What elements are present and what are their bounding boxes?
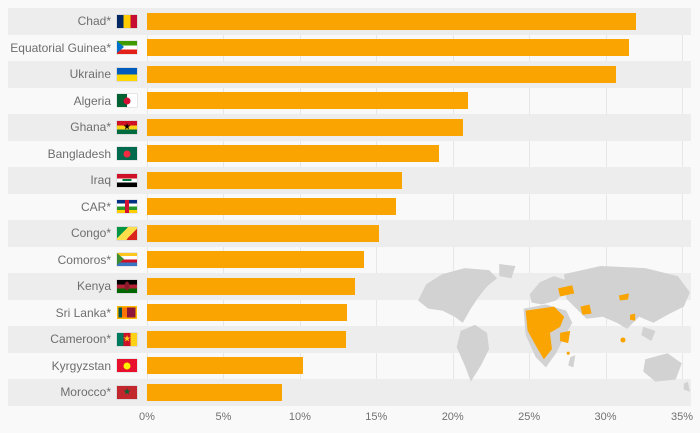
bar-track: [147, 273, 682, 300]
bar-track: [147, 353, 682, 380]
category-label: Kyrgyzstan: [51, 358, 111, 373]
bar-track: [147, 247, 682, 274]
bar-track: [147, 167, 682, 194]
bar-row: Kyrgyzstan: [8, 353, 691, 380]
circle-emblem: [123, 362, 131, 370]
category-label: Chad*: [77, 14, 111, 29]
bar: [147, 224, 380, 242]
bar: [147, 251, 365, 269]
bar-row: Sri Lanka*: [8, 300, 691, 327]
circle-emblem: [123, 97, 131, 105]
bar-row: Comoros*: [8, 247, 691, 274]
category-label: Iraq: [90, 173, 111, 188]
circle-emblem: [123, 150, 131, 158]
bar-row: CAR*: [8, 194, 691, 221]
bar-track: [147, 8, 682, 35]
category-label: Ghana*: [70, 120, 111, 135]
category-label: Comoros*: [57, 252, 111, 267]
category-label: Algeria: [73, 93, 111, 108]
bar-row: Congo*: [8, 220, 691, 247]
bar-rows: Chad* Equatorial Guinea* Ukraine Algeria Gha…: [8, 8, 691, 406]
star-emblem: ★: [122, 121, 132, 132]
x-tick-label: 10%: [288, 411, 311, 423]
bar-track: [147, 194, 682, 221]
x-axis: 0% 5% 10% 15% 20% 25% 30% 35%: [139, 411, 693, 427]
x-tick-label: 0%: [139, 411, 155, 423]
bar-row: Kenya: [8, 273, 691, 300]
x-tick-label: 20%: [441, 411, 464, 423]
kenya-flag: [117, 279, 137, 293]
bar-row: Ghana* ★: [8, 114, 691, 141]
bar: [147, 118, 464, 136]
bar: [147, 277, 355, 295]
bar: [147, 198, 397, 216]
bar-track: [147, 379, 682, 406]
iraq-flag: [117, 173, 137, 187]
bar-track: [147, 220, 682, 247]
category-label: Cameroon*: [50, 332, 111, 347]
sri-lanka-flag: [117, 306, 137, 320]
x-tick-label: 35%: [670, 411, 694, 423]
kyrgyzstan-flag: [117, 359, 137, 373]
bar-row: Algeria: [8, 88, 691, 115]
bar: [147, 145, 439, 163]
bar: [147, 92, 468, 110]
bar-track: [147, 300, 682, 327]
dash-emblem: [122, 179, 132, 182]
category-label: CAR*: [80, 199, 111, 214]
triangle-emblem: [117, 253, 124, 266]
triangle-emblem: [117, 41, 124, 54]
ghana-flag: ★: [117, 120, 137, 134]
category-label: Ukraine: [69, 67, 111, 82]
x-tick-label: 30%: [594, 411, 617, 423]
cameroon-flag: ★: [117, 332, 137, 346]
bar-row: Iraq: [8, 167, 691, 194]
bar: [147, 304, 348, 322]
comoros-flag: [117, 253, 137, 267]
vbar-emblem: [125, 200, 129, 214]
bar-row: Cameroon* ★: [8, 326, 691, 353]
congo-flag: [117, 226, 137, 240]
category-label: Congo*: [70, 226, 111, 241]
bar-track: [147, 88, 682, 115]
bar-row: Ukraine: [8, 61, 691, 88]
bar-track: [147, 326, 682, 353]
x-tick-label: 15%: [365, 411, 388, 423]
bar-track: [147, 114, 682, 141]
bar-row: Bangladesh: [8, 141, 691, 168]
star-emblem: ★: [122, 333, 132, 344]
x-tick-label: 5%: [215, 411, 232, 423]
star-emblem: ★: [122, 386, 132, 397]
category-label: Kenya: [76, 279, 111, 294]
bar-track: [147, 141, 682, 168]
bangladesh-flag: [117, 147, 137, 161]
central-african-republic-flag: [117, 200, 137, 214]
category-label: Equatorial Guinea*: [10, 40, 111, 55]
bar-row: Morocco* ★: [8, 379, 691, 406]
chad-flag: [117, 14, 137, 28]
bar: [147, 39, 629, 57]
bar-row: Chad*: [8, 8, 691, 35]
bar: [147, 171, 403, 189]
bar: [147, 357, 303, 375]
bar: [147, 383, 282, 401]
ukraine-flag: [117, 67, 137, 81]
algeria-flag: [117, 94, 137, 108]
x-tick-label: 25%: [518, 411, 541, 423]
ellipse-emblem: [124, 281, 130, 291]
bar: [147, 330, 346, 348]
category-label: Sri Lanka*: [55, 305, 111, 320]
bar: [147, 65, 617, 83]
category-label: Bangladesh: [47, 146, 111, 161]
bar: [147, 12, 637, 30]
morocco-flag: ★: [117, 385, 137, 399]
bar-row: Equatorial Guinea*: [8, 35, 691, 62]
bar-track: [147, 35, 682, 62]
category-label: Morocco*: [60, 385, 111, 400]
equatorial-guinea-flag: [117, 41, 137, 55]
bar-track: [147, 61, 682, 88]
